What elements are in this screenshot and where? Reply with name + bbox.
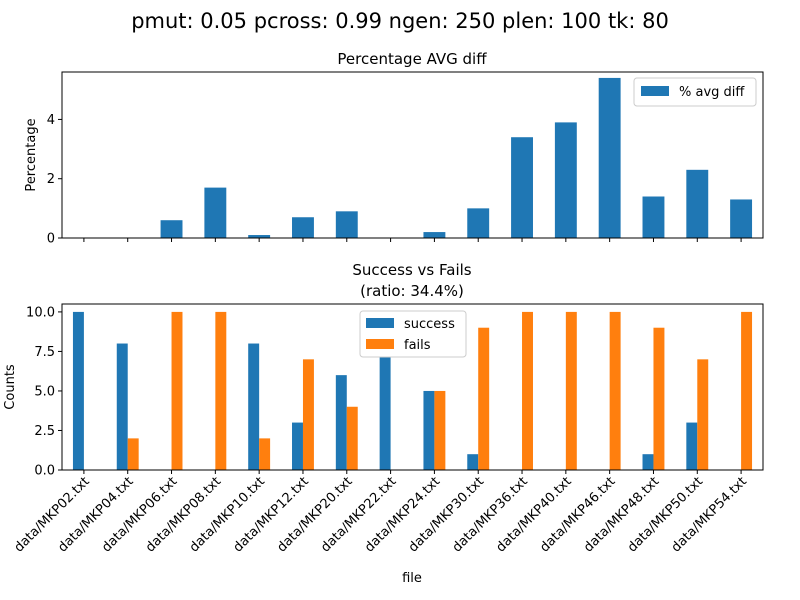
success-bar [642,454,654,470]
success-fails-legend: success fails [359,310,467,358]
success-fails-x-tick-label: data/MKP24.txt [362,474,443,555]
success-fails-legend-label-success: success [404,317,455,332]
figure-suptitle: pmut: 0.05 pcross: 0.99 ngen: 250 plen: … [131,9,669,33]
success-fails-x-tick-label: data/MKP36.txt [450,474,531,555]
avg-diff-bar [160,220,183,238]
success-fails-y-tick-label: 0.0 [34,464,55,479]
avg-diff-y-tick-label: 2 [47,172,55,187]
fails-bar [302,359,314,470]
success-bar [379,311,391,470]
fails-bar [346,406,358,470]
success-fails-y-tick-label: 2.5 [34,424,55,439]
success-fails-x-tick-label: data/MKP40.txt [493,474,574,555]
avg-diff-bar [335,211,358,238]
success-fails-x-tick-label: data/MKP06.txt [99,474,180,555]
avg-diff-bar [248,235,271,238]
avg-diff-bar [423,232,446,238]
avg-diff-legend-swatch [641,86,669,96]
success-fails-title: Success vs Fails [352,261,471,279]
success-bar [248,343,260,470]
fails-bar [565,311,577,470]
success-fails-y-tick-label: 10.0 [26,305,55,320]
fails-bar [697,359,709,470]
avg-diff-legend: % avg diff [633,77,757,107]
fails-bar [259,438,271,470]
success-fails-bars [72,311,753,470]
success-bar [335,375,347,470]
success-bar [292,422,303,470]
success-fails-x-tick-label: data/MKP10.txt [187,474,268,555]
success-fails-x-tick-label: data/MKP12.txt [231,474,312,555]
avg-diff-bar [292,217,314,238]
avg-diff-axes-frame [61,71,764,239]
avg-diff-ylabel: Percentage [24,118,39,191]
success-fails-x-tick-label: data/MKP54.txt [669,474,750,555]
success-bar [423,390,435,470]
success-fails-axes-frame [61,303,764,471]
avg-diff-y-ticks: 0 2 4 [47,113,62,247]
success-fails-x-tick-label: data/MKP08.txt [143,474,224,555]
avg-diff-y-tick-label: 4 [47,113,55,128]
success-bar [116,343,128,470]
success-fails-subtitle: (ratio: 34.4%) [360,282,464,300]
avg-diff-x-ticks [83,238,742,242]
fails-bar [478,327,490,470]
success-fails-legend-swatch-success [366,318,394,328]
fails-bar [522,311,533,470]
fails-bar [215,311,227,470]
avg-diff-bar [511,137,533,238]
success-fails-y-tick-label: 7.5 [34,345,55,360]
fails-bar [653,327,665,470]
avg-diff-legend-box [633,77,757,107]
success-fails-x-tick-label: data/MKP02.txt [12,474,93,555]
success-fails-x-tick-label: data/MKP22.txt [318,474,399,555]
avg-diff-y-tick-label: 0 [47,232,55,247]
avg-diff-title: Percentage AVG diff [337,50,487,68]
success-fails-y-ticks: 0.0 2.5 5.0 7.5 10.0 [26,305,62,479]
success-fails-x-tick-label: data/MKP04.txt [55,474,136,555]
avg-diff-bar [686,169,709,238]
success-fails-ylabel: Counts [3,364,18,410]
success-fails-x-tick-label: data/MKP48.txt [581,474,662,555]
avg-diff-legend-label: % avg diff [679,85,745,100]
fails-bar [127,438,139,470]
success-fails-y-tick-label: 5.0 [34,384,55,399]
success-bar [72,311,84,470]
avg-diff-bar [554,122,577,238]
fails-bar [434,390,446,470]
fails-bar [609,311,621,470]
success-fails-legend-label-fails: fails [404,338,431,353]
success-fails-x-tick-label: data/MKP50.txt [625,474,706,555]
success-fails-x-tick-label: data/MKP30.txt [406,474,487,555]
avg-diff-chart: Percentage AVG diff Percentage 0 2 4 % avg… [24,50,764,247]
success-bar [467,454,479,470]
avg-diff-bar [598,77,621,238]
avg-diff-bar [642,196,665,238]
avg-diff-bars [160,77,753,238]
success-bar [686,422,698,470]
avg-diff-bar [730,199,753,238]
success-fails-x-tick-label: data/MKP46.txt [537,474,618,555]
success-fails-x-ticks: data/MKP02.txtdata/MKP04.txtdata/MKP06.t… [12,470,750,555]
avg-diff-bar [467,208,490,238]
fails-bar [741,311,753,470]
avg-diff-bar [204,187,227,238]
success-fails-chart: Success vs Fails (ratio: 34.4%) Counts f… [3,261,764,586]
success-fails-x-tick-label: data/MKP20.txt [274,474,355,555]
success-fails-xlabel: file [402,571,422,586]
fails-bar [171,311,183,470]
success-fails-legend-swatch-fails [366,339,394,349]
